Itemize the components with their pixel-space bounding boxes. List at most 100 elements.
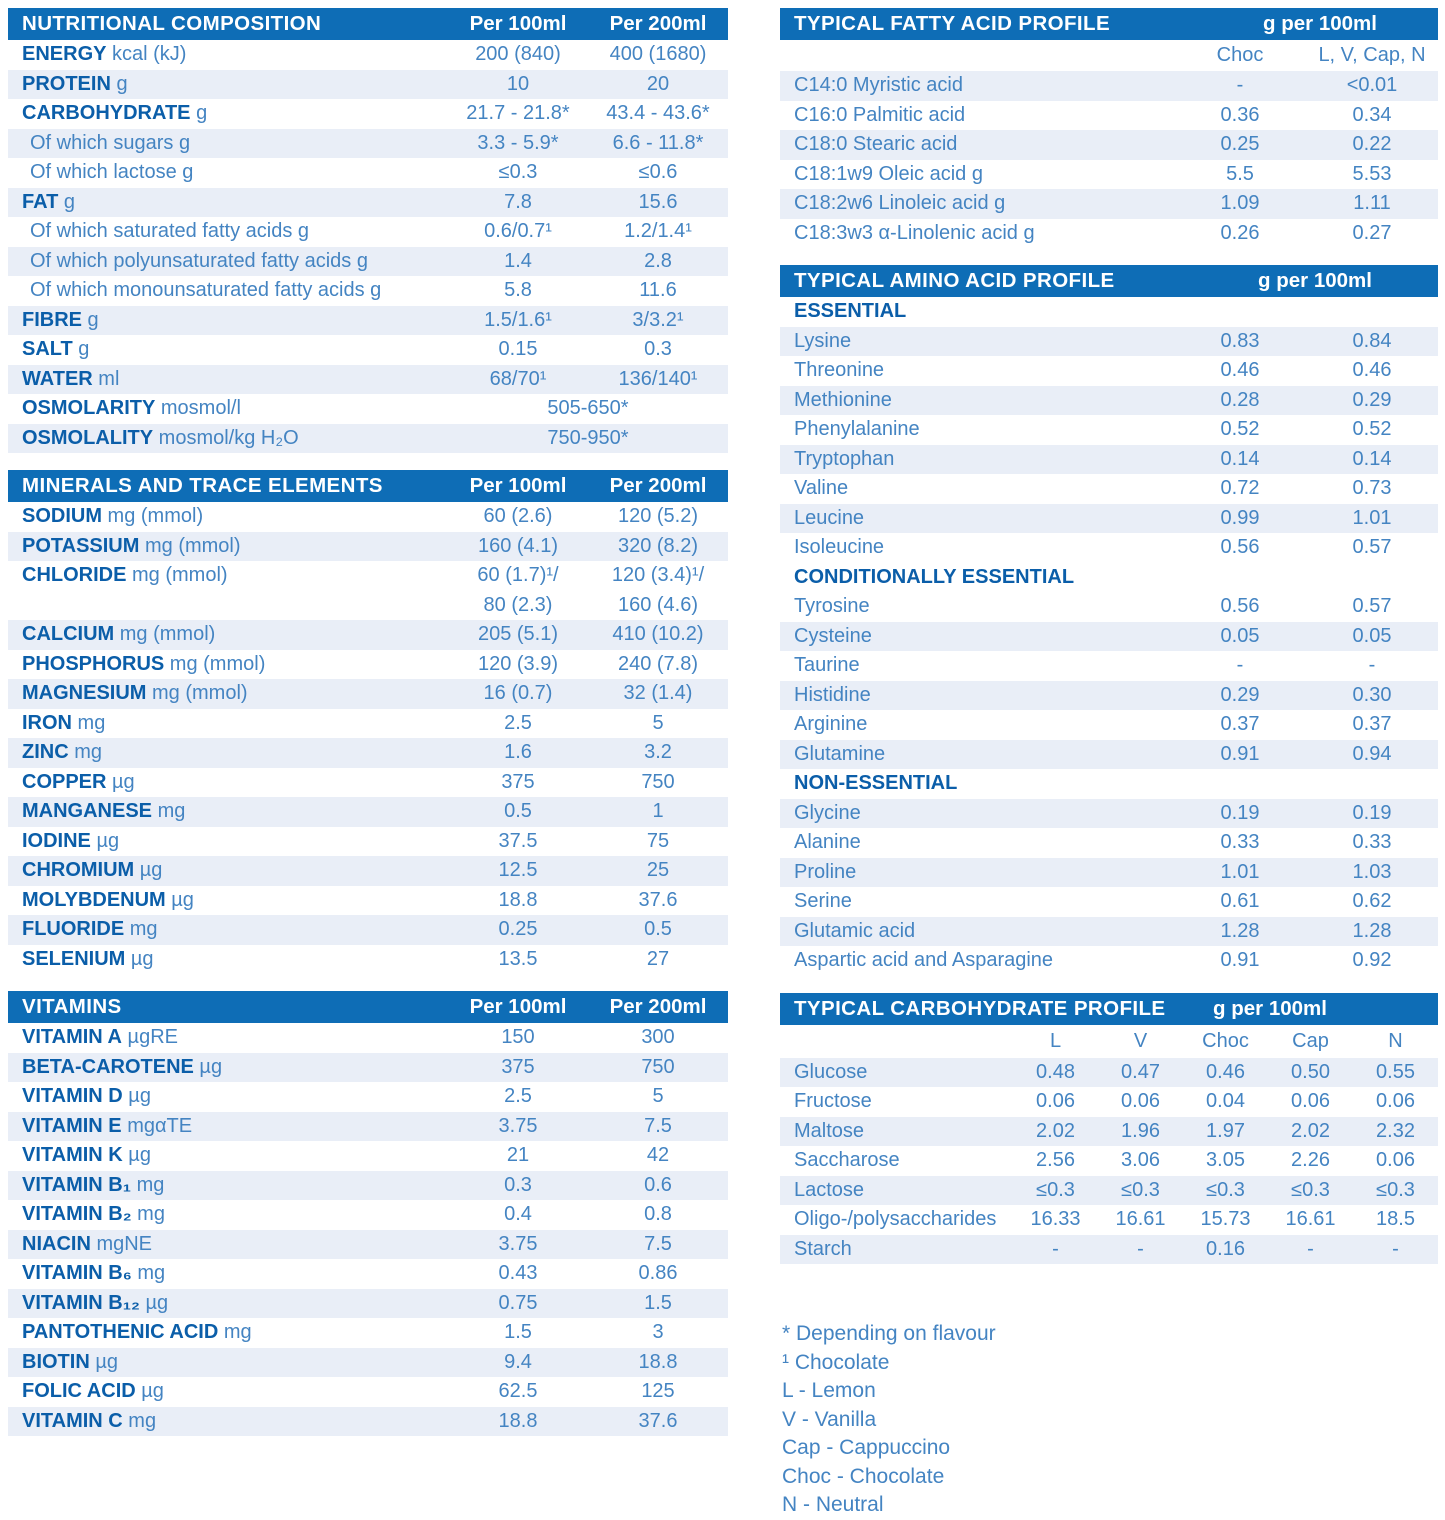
row-label-unit: g: [110, 72, 128, 95]
table-row: Threonine 0.46 0.46: [780, 356, 1438, 386]
row-label-unit: µg: [89, 1350, 118, 1373]
table-row: NIACIN mgNE 3.75 7.5: [8, 1229, 728, 1259]
row-label-name: PANTOTHENIC ACID: [22, 1321, 219, 1344]
row-value-col2: 3.06: [1121, 1149, 1160, 1172]
row-label: C14:0 Myristic acid: [780, 74, 1174, 97]
row-label: Arginine: [780, 713, 1174, 736]
carbohydrate-profile-table: TYPICAL CARBOHYDRATE PROFILE g per 100ml…: [780, 992, 1438, 1264]
row-label-name: SELENIUM: [22, 947, 126, 970]
row-value-col2: 5.53: [1352, 162, 1392, 185]
row-value-col5: 0.06: [1376, 1149, 1415, 1172]
row-label-name: Glutamine: [794, 742, 886, 765]
nutritional-composition-header: NUTRITIONAL COMPOSITION Per 100ml Per 20…: [8, 8, 728, 40]
table-row: MOLYBDENUM µg 18.8 37.6: [8, 886, 728, 916]
table-row: SODIUM mg (mmol) 60 (2.6) 120 (5.2): [8, 502, 728, 532]
row-value-per-200ml: 0.5: [644, 918, 672, 941]
row-value-per-200ml: 136/140¹: [618, 367, 698, 390]
row-value-col1: 0.52: [1220, 418, 1260, 441]
col-header-per-200ml: Per 200ml: [609, 474, 707, 497]
row-label: ZINC mg: [8, 741, 448, 764]
row-value-per-200ml: 3: [652, 1321, 664, 1344]
row-value-per-200ml: 320 (8.2): [617, 534, 699, 557]
row-label-unit: Of which monounsaturated fatty acids g: [30, 279, 382, 302]
row-label: Valine: [780, 477, 1174, 500]
row-label: MOLYBDENUM µg: [8, 889, 448, 912]
row-value-per-200ml: 410 (10.2): [612, 623, 704, 646]
vitamins-rows: VITAMIN A µgRE 150 300 BETA-CAROTENE µg 375 7…: [8, 1023, 728, 1436]
row-value-col1: 0.26: [1220, 221, 1260, 244]
row-label: Alanine: [780, 831, 1174, 854]
table-row: IODINE µg 37.5 75: [8, 827, 728, 857]
col-header-choc: Choc: [1202, 1029, 1249, 1052]
row-value-col4: 0.50: [1291, 1060, 1330, 1083]
right-column: TYPICAL FATTY ACID PROFILE g per 100ml C…: [780, 8, 1438, 1520]
table-row: Cysteine 0.05 0.05: [780, 621, 1438, 651]
row-label: C18:2w6 Linoleic acid g: [780, 192, 1174, 215]
table-title: VITAMINS: [22, 995, 122, 1018]
row-value-per-100ml: ≤0.3: [498, 161, 538, 184]
row-label: SELENIUM µg: [8, 948, 448, 971]
row-label-name: SALT: [22, 338, 73, 361]
row-label: Methionine: [780, 389, 1174, 412]
row-value-col1: 0.56: [1220, 595, 1260, 618]
unit-header: g per 100ml: [1263, 12, 1377, 35]
row-label: Of which monounsaturated fatty acids g: [8, 279, 448, 302]
nutritional-composition-rows: ENERGY kcal (kJ) 200 (840) 400 (1680) PROTE…: [8, 40, 728, 453]
row-label-name: FIBRE: [22, 308, 82, 331]
row-value-col2: 0.92: [1352, 949, 1392, 972]
table-row: C14:0 Myristic acid - <0.01: [780, 71, 1438, 101]
row-label-unit: mg (mmol): [102, 505, 204, 528]
table-row: FAT g 7.8 15.6: [8, 187, 728, 217]
row-label-name: C14:0 Myristic acid: [794, 74, 963, 97]
table-title: TYPICAL FATTY ACID PROFILE: [794, 12, 1111, 35]
row-label: MANGANESE mg: [8, 800, 448, 823]
row-value-col2: 0.34: [1352, 103, 1392, 126]
row-label: Lactose: [780, 1179, 1013, 1202]
row-value-per-200ml: 240 (7.8): [617, 652, 699, 675]
row-value-col1: 5.5: [1226, 162, 1254, 185]
row-label-name: Glucose: [794, 1060, 868, 1083]
row-label: C18:1w9 Oleic acid g: [780, 163, 1174, 186]
row-value-per-100ml: 150: [501, 1026, 535, 1049]
row-label: Of which polyunsaturated fatty acids g: [8, 250, 448, 273]
row-label-unit: mg (mmol): [114, 623, 216, 646]
table-row: FOLIC ACID µg 62.5 125: [8, 1377, 728, 1407]
row-value-col2: 0.19: [1352, 801, 1392, 824]
table-row: VITAMIN B₁₂ µg 0.75 1.5: [8, 1288, 728, 1318]
row-label-unit: mg: [152, 800, 186, 823]
row-value-col1: -: [1052, 1237, 1059, 1260]
carbohydrate-header: TYPICAL CARBOHYDRATE PROFILE g per 100ml: [780, 992, 1438, 1025]
minerals-rows: SODIUM mg (mmol) 60 (2.6) 120 (5.2) POTASSI…: [8, 502, 728, 974]
row-label-unit: g: [82, 308, 99, 331]
row-label-name: VITAMIN B₁₂: [22, 1291, 140, 1314]
row-value-per-200ml: 37.6: [638, 1409, 678, 1432]
row-value-per-100ml: 60 (1.7)¹/ 80 (2.3): [477, 564, 559, 616]
row-value-per-100ml: 10: [506, 72, 530, 95]
minerals-trace-elements-table: MINERALS AND TRACE ELEMENTS Per 100ml Pe…: [8, 470, 728, 974]
row-label: Tyrosine: [780, 595, 1174, 618]
row-label: IRON mg: [8, 712, 448, 735]
col-header-n: N: [1388, 1029, 1403, 1052]
row-label-name: VITAMIN B₂: [22, 1203, 132, 1226]
row-value-per-100ml: 5.8: [504, 279, 532, 302]
table-row: PHOSPHORUS mg (mmol) 120 (3.9) 240 (7.8): [8, 650, 728, 680]
row-value-per-100ml: 7.8: [504, 190, 532, 213]
row-label-name: VITAMIN D: [22, 1085, 123, 1108]
table-row: Phenylalanine 0.52 0.52: [780, 415, 1438, 445]
row-label-name: CALCIUM: [22, 623, 115, 646]
table-row: C18:3w3 α-Linolenic acid g 0.26 0.27: [780, 219, 1438, 249]
row-label-name: VITAMIN K: [22, 1144, 123, 1167]
row-value-col2: 0.73: [1352, 477, 1392, 500]
carbohydrate-column-headers: L V Choc Cap N: [780, 1025, 1438, 1058]
row-value-per-100ml: 0.25: [498, 918, 538, 941]
table-row: COPPER µg 375 750: [8, 768, 728, 798]
row-label-unit: mg: [131, 1203, 165, 1226]
footnotes: * Depending on flavour ¹ Chocolate L - Lem…: [780, 1320, 1438, 1520]
row-value-per-100ml: 1.4: [504, 249, 532, 272]
row-label: SODIUM mg (mmol): [8, 505, 448, 528]
row-value-col3: 0.16: [1206, 1237, 1245, 1260]
row-label-name: VITAMIN A: [22, 1026, 122, 1049]
row-value-col1: 16.33: [1030, 1208, 1081, 1231]
row-value-per-200ml: 0.3: [644, 338, 672, 361]
row-value-per-200ml: 5: [652, 711, 664, 734]
